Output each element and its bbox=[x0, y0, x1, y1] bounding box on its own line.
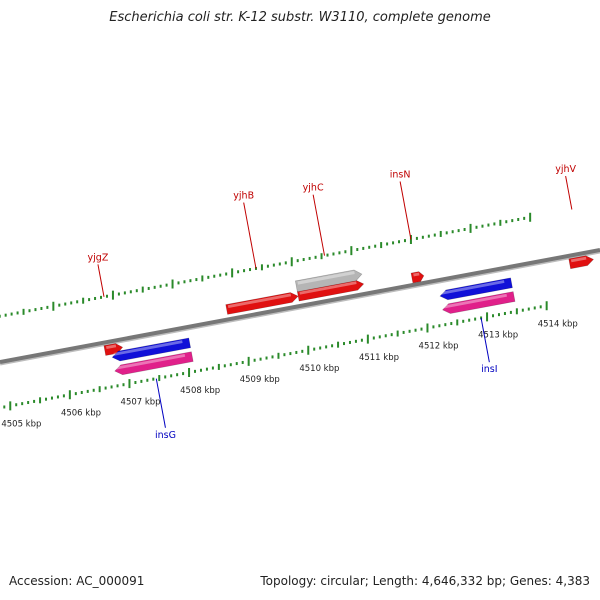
label-leader bbox=[399, 181, 412, 240]
scale-label: 4508 kbp bbox=[180, 386, 220, 396]
genome-title: Escherichia coli str. K-12 substr. W3110… bbox=[109, 10, 491, 25]
genome-axis bbox=[0, 248, 600, 366]
label-leader bbox=[155, 378, 166, 428]
label-yjgz[interactable]: yjgZ bbox=[88, 252, 109, 263]
gene-yjhb[interactable] bbox=[225, 291, 299, 315]
label-insg[interactable]: insG bbox=[155, 430, 176, 441]
scale-label: 4511 kbp bbox=[359, 353, 399, 363]
pseudogene-arrow[interactable] bbox=[294, 269, 363, 293]
gene-insi[interactable] bbox=[439, 277, 513, 301]
gene-insg[interactable] bbox=[111, 337, 191, 362]
label-leader bbox=[97, 264, 105, 297]
scale-label: 4505 kbp bbox=[1, 420, 41, 430]
label-leader bbox=[480, 317, 490, 363]
gene-yjhv[interactable] bbox=[568, 254, 595, 270]
label-insn[interactable]: insN bbox=[390, 170, 411, 181]
forward-tick-track bbox=[0, 212, 532, 318]
genome-axis-line bbox=[0, 248, 600, 364]
accession-label: Accession: AC_000091 bbox=[9, 574, 145, 588]
reverse-tick-track bbox=[3, 301, 548, 411]
feature-layer bbox=[103, 254, 595, 376]
label-leader bbox=[565, 175, 573, 210]
scale-label: 4513 kbp bbox=[478, 331, 518, 341]
label-layer: 4505 kbp 4506 kbp 4507 kbp 4508 kbp 4509 kbp… bbox=[1, 164, 577, 441]
label-leader bbox=[312, 194, 326, 256]
genome-stats: Topology: circular; Length: 4,646,332 bp… bbox=[260, 574, 590, 588]
gene-insn[interactable] bbox=[410, 271, 425, 284]
mobile-element-arrow[interactable] bbox=[114, 351, 194, 376]
scale-label: 4507 kbp bbox=[121, 397, 161, 407]
scale-label: 4512 kbp bbox=[419, 342, 459, 352]
mobile-element-arrow[interactable] bbox=[442, 291, 516, 315]
label-yjhc[interactable]: yjhC bbox=[303, 183, 324, 194]
label-yjhb[interactable]: yjhB bbox=[233, 191, 254, 202]
tick-tracks bbox=[0, 212, 548, 411]
scale-label: 4510 kbp bbox=[299, 364, 339, 374]
label-insi[interactable]: insI bbox=[481, 364, 497, 375]
label-leader bbox=[243, 202, 257, 269]
scale-label: 4506 kbp bbox=[61, 408, 101, 418]
scale-label: 4509 kbp bbox=[240, 375, 280, 385]
scale-label: 4514 kbp bbox=[538, 319, 578, 329]
label-yjhv[interactable]: yjhV bbox=[555, 164, 576, 175]
